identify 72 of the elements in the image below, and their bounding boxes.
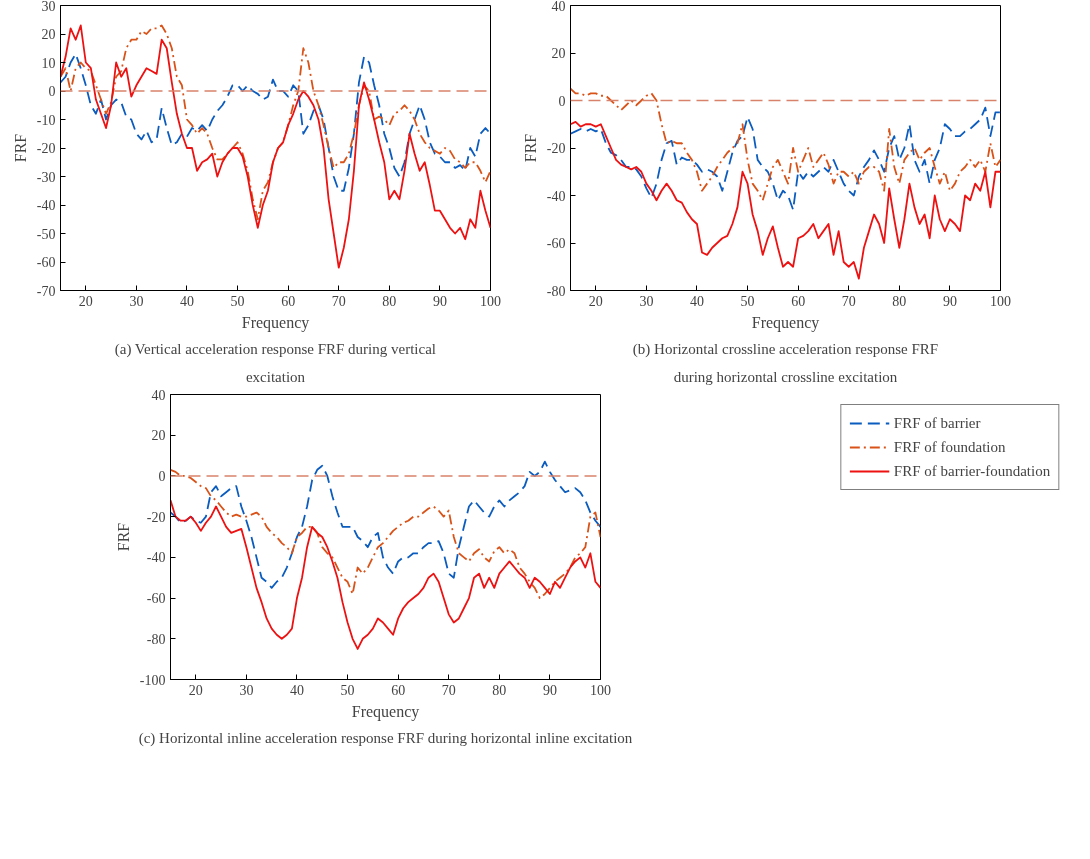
y-tick-label: -20: [146, 509, 166, 525]
line-series: [60, 53, 491, 192]
x-tick-label: 80: [892, 293, 907, 309]
x-tick-label: 30: [129, 293, 144, 309]
x-tick-label: 100: [480, 293, 501, 309]
text: (a) Vertical acceleration response FRF during vertical excitation: [114, 340, 437, 385]
y-tick-label: -40: [146, 550, 166, 566]
y-tick-label: 10: [41, 55, 56, 71]
line-series: [570, 87, 1001, 202]
x-tick-label: 50: [340, 682, 355, 698]
line-series: [570, 120, 1001, 280]
legend-label: FRF of barrier-foundation: [893, 462, 1051, 480]
y-tick-label: 0: [158, 468, 166, 484]
y-tick-label: 40: [151, 387, 166, 403]
y-axis-title: FRF: [521, 133, 539, 163]
y-axis-title: FRF: [11, 133, 29, 163]
x-axis-title: Frequency: [751, 313, 820, 332]
x-tick-label: 50: [230, 293, 245, 309]
x-tick-label: 30: [239, 682, 254, 698]
y-tick-label: -20: [36, 141, 56, 156]
x-tick-label: 20: [188, 682, 203, 698]
y-tick-label: 30: [41, 0, 56, 14]
x-tick-label: 80: [382, 293, 397, 309]
line-series: [60, 24, 491, 221]
y-tick-label: 0: [558, 93, 566, 109]
x-tick-label: 60: [281, 293, 296, 309]
y-tick-label: -40: [546, 188, 566, 204]
x-tick-label: 40: [289, 682, 304, 698]
y-axis-title: FRF: [114, 522, 132, 552]
x-tick-label: 70: [331, 293, 346, 309]
legend-label: FRF of barrier: [893, 414, 981, 432]
x-tick-label: 80: [492, 682, 507, 698]
line-series: [60, 24, 491, 269]
y-tick-label: -70: [36, 283, 56, 299]
y-tick-label: 20: [551, 46, 566, 61]
line-series: [170, 499, 601, 650]
y-tick-label: -20: [546, 141, 566, 156]
y-tick-label: -80: [146, 631, 166, 647]
x-tick-label: 20: [588, 293, 603, 309]
line-series: [570, 106, 1001, 211]
x-tick-label: 70: [841, 293, 856, 309]
y-tick-label: 20: [151, 428, 166, 444]
y-tick-label: -100: [139, 672, 166, 688]
x-axis-title: Frequency: [241, 313, 310, 332]
y-tick-label: -80: [546, 283, 566, 299]
x-tick-label: 70: [441, 682, 456, 698]
y-tick-label: -60: [36, 255, 56, 270]
y-tick-label: 40: [551, 0, 566, 14]
x-tick-label: 50: [740, 293, 755, 309]
x-tick-label: 40: [179, 293, 194, 309]
y-tick-label: -30: [36, 169, 56, 185]
text: (b) Horizontal crossline acceleration response FRF during horizontal crossline excitation: [632, 340, 939, 385]
legend-label: FRF of foundation: [893, 438, 1006, 456]
x-tick-label: 90: [942, 293, 957, 309]
x-tick-label: 40: [689, 293, 704, 309]
x-tick-label: 90: [432, 293, 447, 309]
text: (c) Horizontal inline acceleration response FRF during horizontal inline excitation: [138, 729, 633, 747]
y-tick-label: 20: [41, 27, 56, 42]
y-tick-label: -10: [36, 112, 56, 128]
y-tick-label: -60: [146, 591, 166, 607]
x-axis-title: Frequency: [351, 702, 420, 721]
x-tick-label: 100: [590, 682, 611, 698]
x-tick-label: 100: [990, 293, 1011, 309]
x-tick-label: 90: [542, 682, 557, 698]
y-tick-label: 0: [48, 84, 56, 99]
y-tick-label: -50: [36, 226, 56, 242]
x-tick-label: 60: [391, 682, 406, 698]
x-tick-label: 30: [639, 293, 654, 309]
y-tick-label: -60: [546, 236, 566, 251]
x-tick-label: 60: [791, 293, 806, 309]
y-tick-label: -40: [36, 198, 56, 213]
x-tick-label: 20: [78, 293, 93, 309]
